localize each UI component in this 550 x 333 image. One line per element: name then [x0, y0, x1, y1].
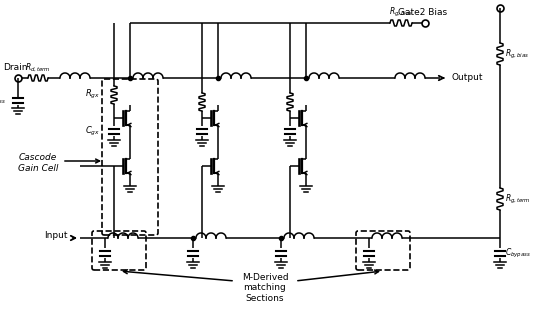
Text: $C_{bypass}$: $C_{bypass}$ [505, 246, 531, 259]
Text: $R_{d,term}$: $R_{d,term}$ [25, 62, 51, 74]
Text: $R_{gx}$: $R_{gx}$ [85, 88, 100, 101]
Text: $C_{gx}$: $C_{gx}$ [85, 125, 100, 138]
Text: Gate2 Bias: Gate2 Bias [398, 8, 448, 17]
Text: Input: Input [45, 231, 68, 240]
Text: $C_{bypass}$: $C_{bypass}$ [0, 94, 6, 107]
Text: Gate1 Bias: Gate1 Bias [475, 0, 525, 2]
Text: $R_{g,term}$: $R_{g,term}$ [505, 192, 531, 205]
Text: $R_{g,bias}$: $R_{g,bias}$ [389, 6, 413, 19]
Text: $R_{g,bias}$: $R_{g,bias}$ [505, 47, 529, 61]
Text: Cascode
Gain Cell: Cascode Gain Cell [18, 153, 58, 173]
Text: Output: Output [452, 73, 483, 82]
Text: M-Derived
matching
Sections: M-Derived matching Sections [241, 273, 288, 303]
Text: Drain: Drain [3, 63, 28, 72]
